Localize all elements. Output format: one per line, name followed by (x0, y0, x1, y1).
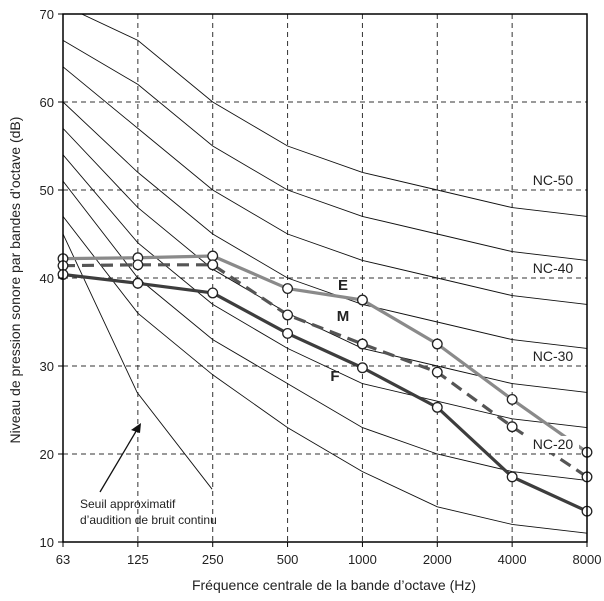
data-point-f (356, 362, 368, 374)
threshold-curve (63, 233, 213, 490)
data-point-m (506, 421, 518, 433)
nc-label: NC-50 (533, 172, 574, 188)
data-point-e (356, 294, 368, 306)
data-point-m (132, 259, 144, 271)
y-tick-label: 10 (40, 535, 54, 550)
nc-curve (63, 180, 587, 481)
data-point-m (431, 366, 443, 378)
nc-label-bg (527, 348, 579, 365)
threshold-line (63, 233, 213, 490)
x-tick-label: 4000 (498, 552, 527, 567)
y-tick-label: 70 (40, 7, 54, 22)
annotation-line-2: d’audition de bruit continu (80, 513, 217, 527)
data-point-f (431, 401, 443, 413)
annotation-line-1: Seuil approximatif (80, 497, 176, 511)
grid (63, 14, 587, 542)
x-tick-label: 2000 (423, 552, 452, 567)
y-tick-label: 60 (40, 95, 54, 110)
series-line-m (62, 263, 588, 479)
series-label-m: M (337, 308, 350, 325)
nc-label-bg (527, 260, 579, 277)
data-point-e (431, 338, 443, 350)
data-point-e (506, 393, 518, 405)
labels: EM F NC-50 NC-40 NC-30 NC-20 (99, 172, 579, 493)
data-point-f (132, 277, 144, 289)
nc-curve (63, 40, 587, 261)
nc-label-bg (527, 436, 579, 453)
nc-curve (63, 101, 587, 349)
x-tick-label: 250 (202, 552, 224, 567)
x-ticks: 63 125 250 500 1000 2000 4000 8000 (56, 542, 602, 567)
data-point-m (356, 338, 368, 350)
x-tick-label: 1000 (348, 552, 377, 567)
nc-curve (63, 216, 587, 534)
nc-curve (80, 14, 587, 217)
nc-curve (63, 66, 587, 305)
data-point-f (207, 287, 219, 299)
data-point-f (282, 327, 294, 339)
data-point-f (506, 471, 518, 483)
annotation-arrow-shaft (99, 427, 139, 493)
series-line-e (62, 254, 588, 454)
x-tick-label: 500 (277, 552, 299, 567)
y-axis-label: Niveau de pression sonore par bandes d’o… (7, 117, 23, 444)
y-tick-label: 50 (40, 183, 54, 198)
series-group (57, 250, 593, 517)
x-tick-label: 8000 (573, 552, 602, 567)
series-label-e: E (338, 277, 348, 294)
x-tick-label: 63 (56, 552, 70, 567)
nc-label: NC-20 (533, 436, 574, 452)
data-point-e (282, 283, 294, 295)
y-tick-label: 30 (40, 359, 54, 374)
series-label-f: F (330, 368, 339, 385)
nc-curve (63, 128, 587, 393)
data-point-m (207, 259, 219, 271)
y-ticks: 10 20 30 40 50 60 70 (40, 7, 63, 550)
annotation-arrow-head (131, 423, 141, 433)
nc-label-bg (527, 172, 579, 189)
series-line-f (62, 272, 588, 513)
nc-label: NC-30 (533, 348, 574, 364)
x-tick-label: 125 (127, 552, 149, 567)
nc-label: NC-40 (533, 260, 574, 276)
data-point-m (282, 309, 294, 321)
y-tick-label: 40 (40, 271, 54, 286)
x-axis-label: Fréquence centrale de la bande d’octave … (192, 577, 476, 593)
y-tick-label: 20 (40, 447, 54, 462)
